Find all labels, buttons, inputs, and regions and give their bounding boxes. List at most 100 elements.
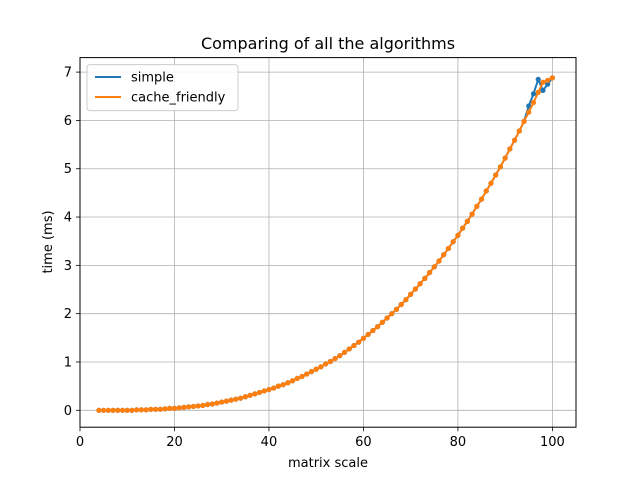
data-point-cache-friendly-51 (318, 364, 324, 370)
data-point-cache-friendly-29 (214, 400, 220, 406)
data-point-cache-friendly-9 (119, 407, 126, 413)
y-axis: 0 1 2 3 4 5 6 7 (64, 66, 80, 419)
data-point-cache-friendly-64 (379, 319, 385, 325)
data-point-cache-friendly-6 (105, 407, 111, 413)
data-point-cache-friendly-52 (323, 361, 329, 367)
data-point-cache-friendly-23 (186, 404, 192, 410)
data-point-cache-friendly-90 (502, 155, 508, 161)
data-point-cache-friendly-74 (426, 269, 433, 276)
data-point-cache-friendly-43 (280, 382, 286, 388)
data-point-cache-friendly-47 (299, 373, 305, 380)
data-point-cache-friendly-26 (200, 402, 206, 409)
data-point-cache-friendly-76 (436, 258, 442, 264)
y-tick-label-0: 0 (64, 404, 72, 419)
data-point-cache-friendly-4 (96, 407, 102, 413)
data-point-cache-friendly-81 (460, 225, 466, 231)
grid (79, 57, 576, 428)
data-point-simple-97 (535, 76, 541, 82)
data-point-cache-friendly-78 (445, 245, 452, 252)
data-point-cache-friendly-84 (474, 203, 480, 210)
data-point-cache-friendly-49 (308, 369, 315, 375)
y-tick-label-5: 5 (64, 162, 72, 177)
y-tick-label-6: 6 (64, 114, 72, 129)
data-point-cache-friendly-28 (209, 401, 215, 407)
x-tick-label-0: 0 (76, 435, 84, 450)
data-point-cache-friendly-66 (389, 311, 395, 317)
data-point-cache-friendly-65 (384, 315, 390, 321)
y-tick-label-3: 3 (64, 259, 72, 274)
data-point-cache-friendly-33 (233, 396, 239, 402)
data-point-cache-friendly-16 (152, 406, 159, 412)
data-point-cache-friendly-48 (304, 371, 310, 377)
data-point-simple-99 (545, 81, 551, 87)
data-point-cache-friendly-55 (337, 353, 343, 359)
data-point-cache-friendly-38 (256, 389, 263, 396)
data-point-cache-friendly-94 (521, 118, 527, 124)
data-point-cache-friendly-97 (535, 89, 541, 95)
data-point-cache-friendly-25 (195, 403, 201, 409)
data-point-cache-friendly-75 (431, 264, 437, 270)
legend-label-cache-friendly: cache_friendly (131, 91, 226, 106)
data-point-cache-friendly-56 (341, 349, 348, 355)
data-point-cache-friendly-40 (266, 386, 272, 393)
data-point-cache-friendly-72 (417, 281, 423, 287)
data-point-cache-friendly-19 (167, 405, 173, 411)
data-point-cache-friendly-35 (242, 394, 248, 400)
x-tick-label-60: 60 (355, 435, 372, 450)
data-point-cache-friendly-57 (346, 346, 352, 352)
data-point-cache-friendly-96 (530, 99, 537, 106)
data-point-cache-friendly-50 (313, 366, 319, 372)
x-tick-label-100: 100 (540, 435, 565, 450)
data-point-cache-friendly-10 (124, 407, 130, 413)
series-line-simple (98, 76, 554, 412)
data-point-cache-friendly-39 (261, 388, 267, 394)
x-tick-label-20: 20 (166, 435, 183, 450)
data-point-cache-friendly-80 (455, 232, 461, 238)
data-point-cache-friendly-37 (252, 391, 258, 397)
data-point-cache-friendly-30 (219, 399, 225, 405)
data-point-simple-95 (526, 103, 532, 109)
data-point-simple-98 (540, 87, 546, 94)
data-point-cache-friendly-44 (285, 380, 291, 386)
data-point-simple-96 (530, 91, 537, 97)
data-point-cache-friendly-36 (247, 392, 253, 398)
data-point-cache-friendly-11 (129, 407, 135, 413)
data-point-cache-friendly-41 (271, 385, 277, 391)
data-point-cache-friendly-21 (176, 405, 182, 411)
data-point-cache-friendly-98 (540, 79, 546, 85)
data-point-cache-friendly-61 (365, 331, 371, 338)
data-point-cache-friendly-12 (134, 407, 140, 413)
data-point-cache-friendly-59 (356, 339, 362, 345)
data-point-cache-friendly-83 (469, 211, 475, 217)
legend-label-simple: simple (131, 71, 174, 86)
data-point-cache-friendly-24 (190, 403, 196, 410)
data-point-cache-friendly-34 (238, 395, 244, 401)
data-point-cache-friendly-63 (375, 324, 381, 330)
x-axis: 0 20 40 60 80 100 (76, 427, 565, 450)
data-point-cache-friendly-13 (138, 407, 145, 413)
legend: simple cache_friendly (86, 64, 239, 112)
data-point-cache-friendly-71 (412, 286, 418, 292)
data-point-cache-friendly-27 (204, 401, 211, 408)
legend-box (86, 64, 239, 112)
x-axis-label: matrix scale (288, 456, 368, 471)
data-point-cache-friendly-85 (478, 196, 485, 202)
y-tick-label-7: 7 (64, 66, 72, 81)
data-point-cache-friendly-32 (228, 397, 234, 403)
data-point-cache-friendly-31 (223, 398, 230, 404)
data-point-cache-friendly-5 (101, 407, 107, 413)
data-point-cache-friendly-92 (511, 137, 518, 143)
series-line-cache-friendly (98, 77, 553, 412)
data-point-cache-friendly-53 (327, 358, 333, 365)
data-point-cache-friendly-46 (294, 375, 300, 382)
data-point-cache-friendly-20 (171, 405, 178, 411)
data-point-cache-friendly-82 (464, 218, 470, 224)
data-point-cache-friendly-100 (549, 75, 555, 81)
data-point-cache-friendly-77 (441, 252, 447, 258)
data-point-cache-friendly-70 (408, 291, 414, 297)
data-point-cache-friendly-99 (545, 77, 551, 83)
data-point-cache-friendly-67 (393, 306, 400, 312)
x-tick-label-80: 80 (450, 435, 467, 450)
x-tick-label-40: 40 (261, 435, 278, 450)
data-point-cache-friendly-86 (483, 188, 489, 194)
